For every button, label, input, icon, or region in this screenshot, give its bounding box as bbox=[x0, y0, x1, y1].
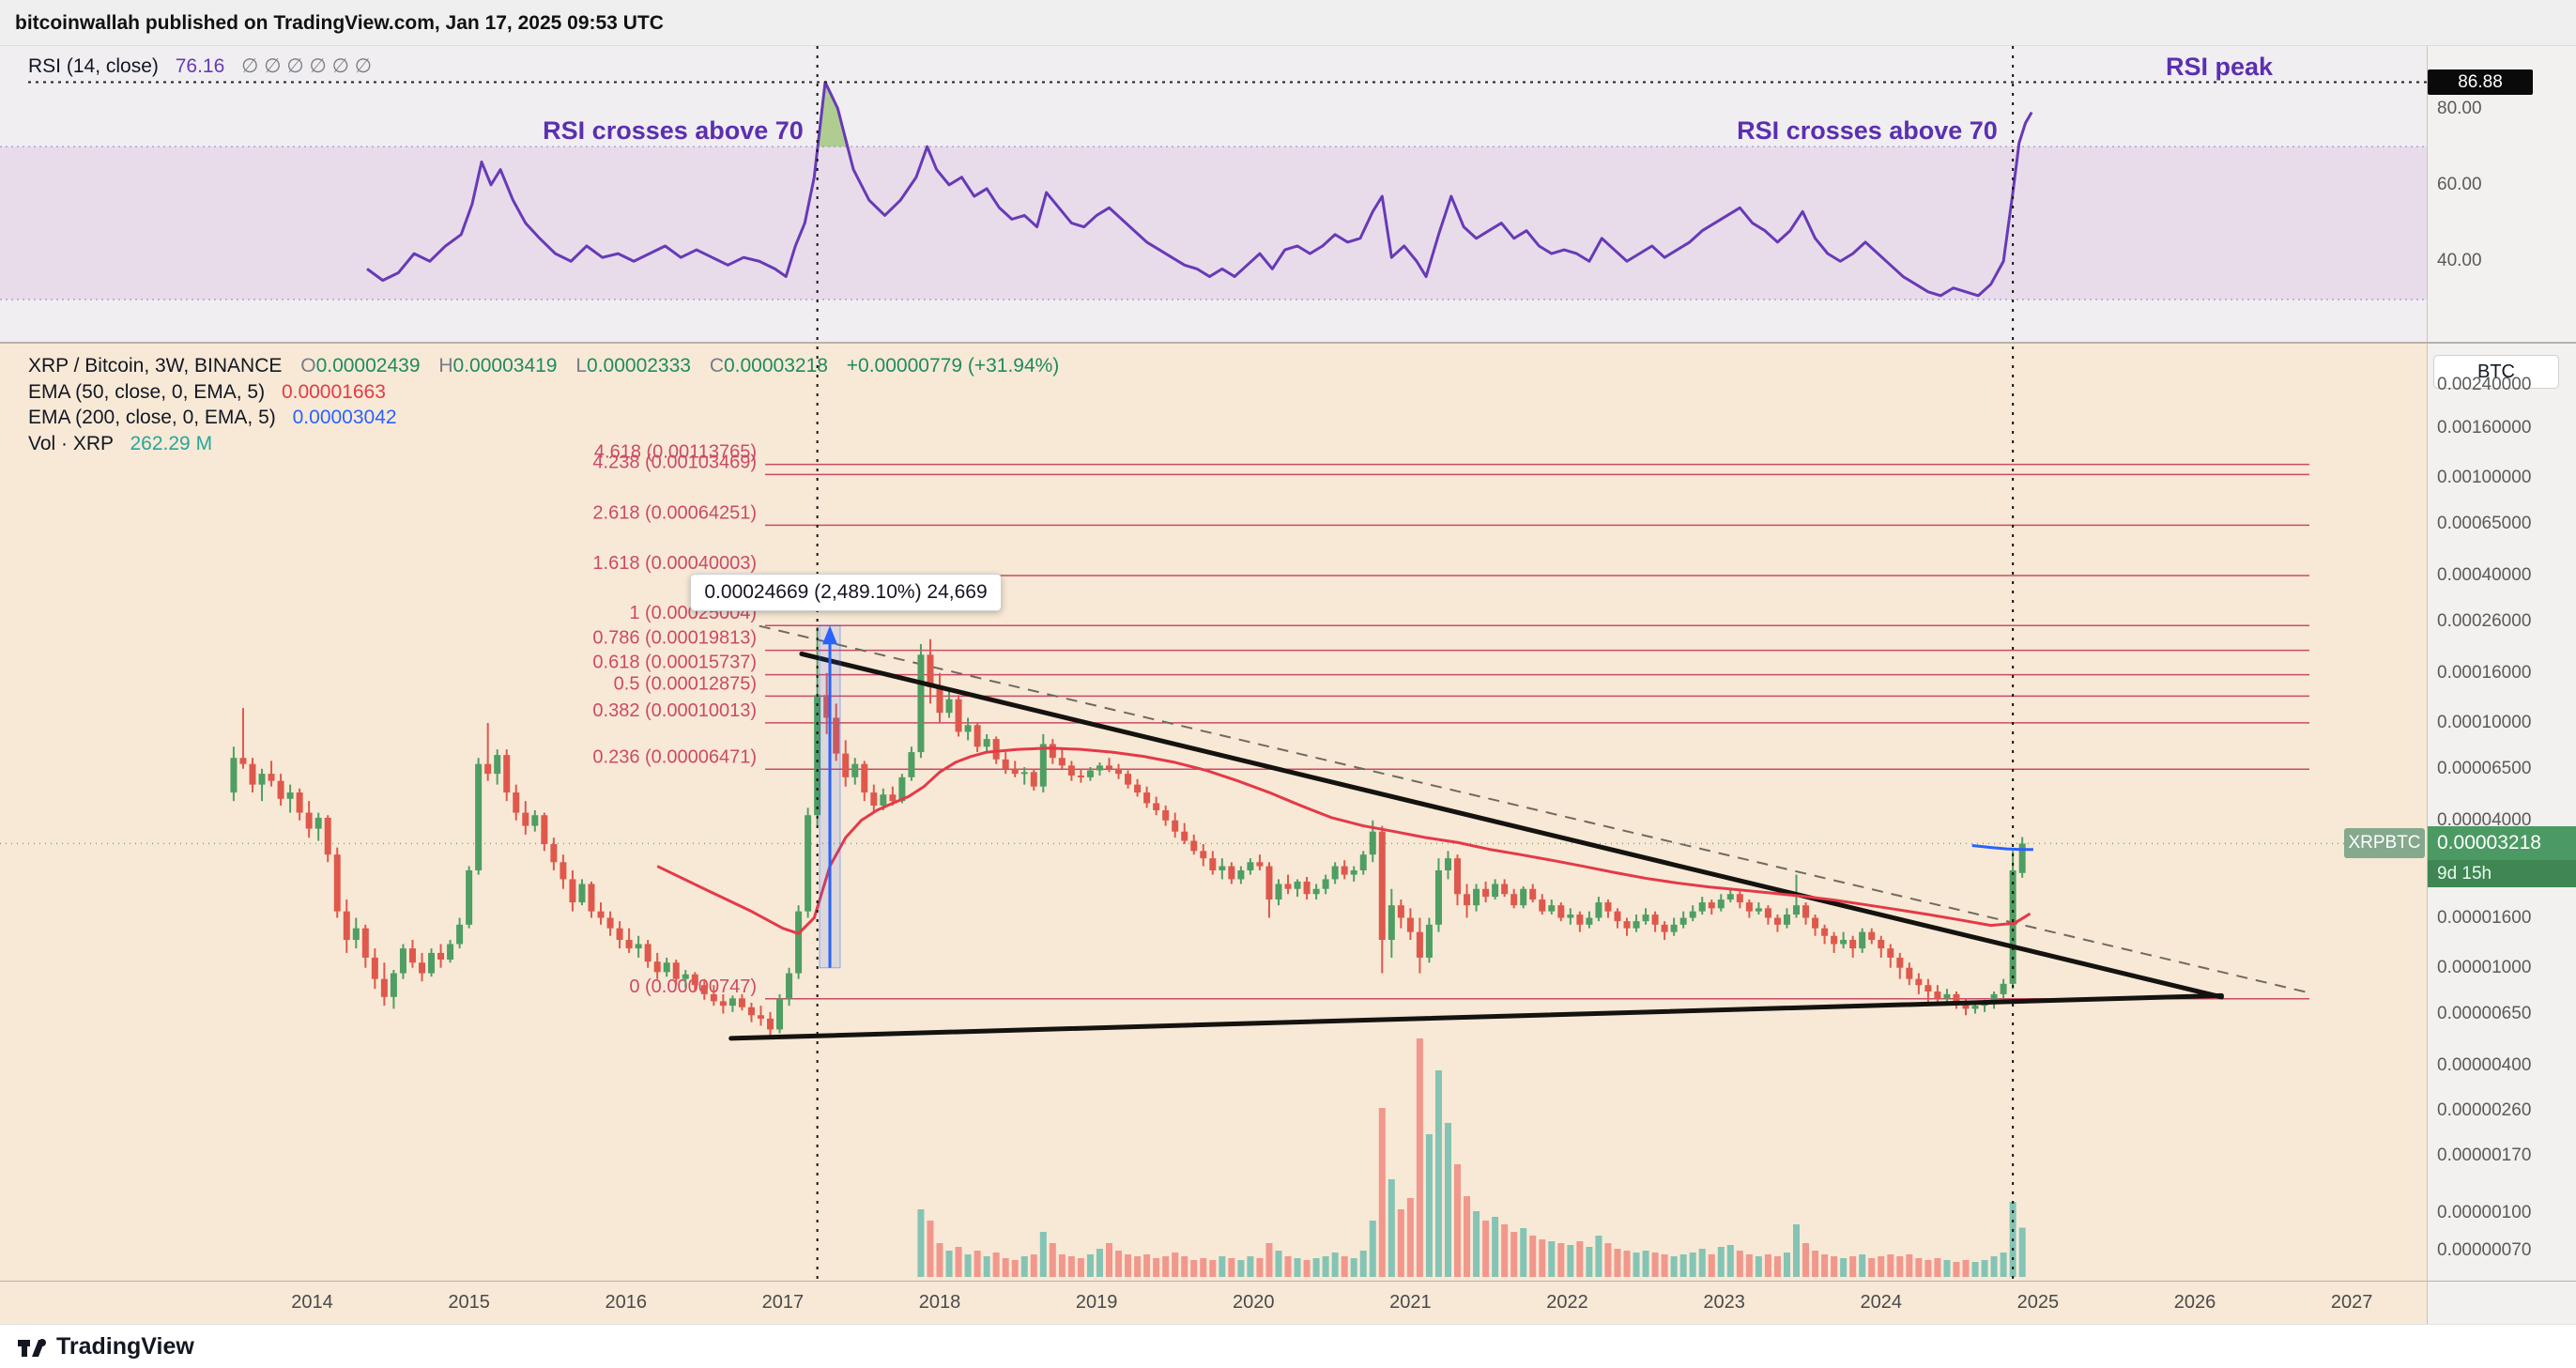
ema200-label[interactable]: EMA (200, close, 0, EMA, 5) bbox=[28, 407, 276, 428]
main-chart-pane[interactable] bbox=[0, 344, 2427, 1282]
rsi-level-tag: 86.88 bbox=[2428, 69, 2533, 95]
ema200-value: 0.00003042 bbox=[292, 407, 397, 428]
price-axis-label: 0.00004000 bbox=[2437, 809, 2532, 830]
year-label: 2015 bbox=[448, 1292, 490, 1313]
price-axis-label: 0.00000100 bbox=[2437, 1202, 2532, 1222]
rsi-empty-slots: ∅ ∅ ∅ ∅ ∅ ∅ bbox=[241, 55, 373, 77]
low-value: 0.00002333 bbox=[587, 355, 691, 377]
low-label: L bbox=[575, 355, 588, 377]
symbol-status-line: XRP / Bitcoin, 3W, BINANCE O0.00002439 H… bbox=[28, 353, 1059, 379]
high-value: 0.00003419 bbox=[452, 355, 558, 377]
open-value: 0.00002439 bbox=[315, 355, 421, 377]
year-label: 2019 bbox=[1075, 1292, 1118, 1313]
price-axis-label: 0.00000260 bbox=[2437, 1100, 2532, 1121]
footer-bar: TradingView bbox=[0, 1324, 2576, 1368]
price-axis-label: 0.00000170 bbox=[2437, 1145, 2532, 1166]
tradingview-wordmark[interactable]: TradingView bbox=[56, 1333, 194, 1360]
price-axis-label: 0.00000650 bbox=[2437, 1003, 2532, 1023]
ema200-status-line: EMA (200, close, 0, EMA, 5) 0.00003042 bbox=[28, 405, 1059, 431]
volume-value: 262.29 M bbox=[130, 432, 213, 454]
change-value: +0.00000779 (+31.94%) bbox=[846, 355, 1060, 377]
year-label: 2014 bbox=[291, 1292, 333, 1313]
price-axis-label: 0.00001000 bbox=[2437, 957, 2532, 977]
rsi-status-line: RSI (14, close) 76.16 ∅ ∅ ∅ ∅ ∅ ∅ bbox=[28, 54, 372, 78]
year-label: 2022 bbox=[1546, 1292, 1588, 1313]
year-label: 2016 bbox=[605, 1292, 648, 1313]
close-value: 0.00003218 bbox=[723, 355, 828, 377]
price-range-tooltip[interactable]: 0.00024669 (2,489.10%) 24,669 bbox=[690, 574, 1002, 611]
year-label: 2023 bbox=[1703, 1292, 1745, 1313]
price-axis-label: 0.00100000 bbox=[2437, 468, 2532, 488]
price-axis-label: 0.00006500 bbox=[2437, 758, 2532, 778]
symbol-status-block: XRP / Bitcoin, 3W, BINANCE O0.00002439 H… bbox=[28, 353, 1059, 456]
volume-label[interactable]: Vol · XRP bbox=[28, 432, 114, 454]
price-axis-label: 0.00040000 bbox=[2437, 565, 2532, 585]
publish-bar: bitcoinwallah published on TradingView.c… bbox=[0, 0, 2576, 46]
price-axis-label: 0.00000070 bbox=[2437, 1239, 2532, 1260]
current-price-label[interactable]: 0.00003218 bbox=[2428, 826, 2576, 860]
price-axis-label: 0.00010000 bbox=[2437, 713, 2532, 732]
annotation-rsi-cross-1[interactable]: RSI crosses above 70 bbox=[543, 116, 804, 145]
price-axis-label: 0.00000400 bbox=[2437, 1054, 2532, 1075]
rsi-indicator-title: RSI (14, close) bbox=[28, 55, 159, 77]
rsi-axis-label: 80.00 bbox=[2437, 98, 2482, 118]
symbol-price-tag[interactable]: XRPBTC bbox=[2344, 828, 2425, 858]
tradingview-logo-icon[interactable] bbox=[17, 1332, 49, 1362]
price-axis-label: 0.00016000 bbox=[2437, 662, 2532, 683]
symbol-title[interactable]: XRP / Bitcoin, 3W, BINANCE bbox=[28, 355, 283, 377]
rsi-axis-label: 40.00 bbox=[2437, 251, 2482, 271]
high-label: H bbox=[438, 355, 453, 377]
ema50-value: 0.00001663 bbox=[281, 380, 386, 403]
volume-status-line: Vol · XRP 262.29 M bbox=[28, 431, 1059, 457]
rsi-pane[interactable] bbox=[0, 46, 2427, 344]
year-label: 2027 bbox=[2330, 1292, 2373, 1313]
open-label: O bbox=[300, 355, 316, 377]
annotation-rsi-cross-2[interactable]: RSI crosses above 70 bbox=[1737, 116, 1998, 145]
year-label: 2018 bbox=[918, 1292, 961, 1313]
time-axis[interactable] bbox=[0, 1282, 2427, 1324]
rsi-value: 76.16 bbox=[175, 55, 225, 77]
currency-btc-button[interactable]: BTC bbox=[2433, 355, 2559, 389]
pane-separator[interactable] bbox=[0, 342, 2576, 344]
price-axis-label: 0.00240000 bbox=[2437, 375, 2532, 395]
ema50-status-line: EMA (50, close, 0, EMA, 5) 0.00001663 bbox=[28, 379, 1059, 406]
price-axis-label: 0.00065000 bbox=[2437, 514, 2532, 534]
year-label: 2024 bbox=[1860, 1292, 1903, 1313]
price-axis[interactable] bbox=[2427, 46, 2576, 1324]
year-label: 2020 bbox=[1233, 1292, 1275, 1313]
year-label: 2026 bbox=[2173, 1292, 2216, 1313]
price-axis-label: 0.00160000 bbox=[2437, 418, 2532, 438]
price-axis-label: 0.00001600 bbox=[2437, 907, 2532, 928]
annotation-rsi-peak[interactable]: RSI peak bbox=[2165, 53, 2274, 81]
year-label: 2017 bbox=[761, 1292, 805, 1313]
time-axis-separator bbox=[0, 1281, 2576, 1282]
close-label: C bbox=[709, 355, 724, 377]
year-label: 2021 bbox=[1389, 1292, 1432, 1313]
price-axis-label: 0.00026000 bbox=[2437, 610, 2532, 631]
ema50-label[interactable]: EMA (50, close, 0, EMA, 5) bbox=[28, 380, 266, 403]
year-label: 2025 bbox=[2016, 1292, 2060, 1313]
publish-text: bitcoinwallah published on TradingView.c… bbox=[15, 12, 664, 34]
bar-countdown-label: 9d 15h bbox=[2428, 860, 2576, 887]
rsi-axis-label: 60.00 bbox=[2437, 174, 2482, 194]
